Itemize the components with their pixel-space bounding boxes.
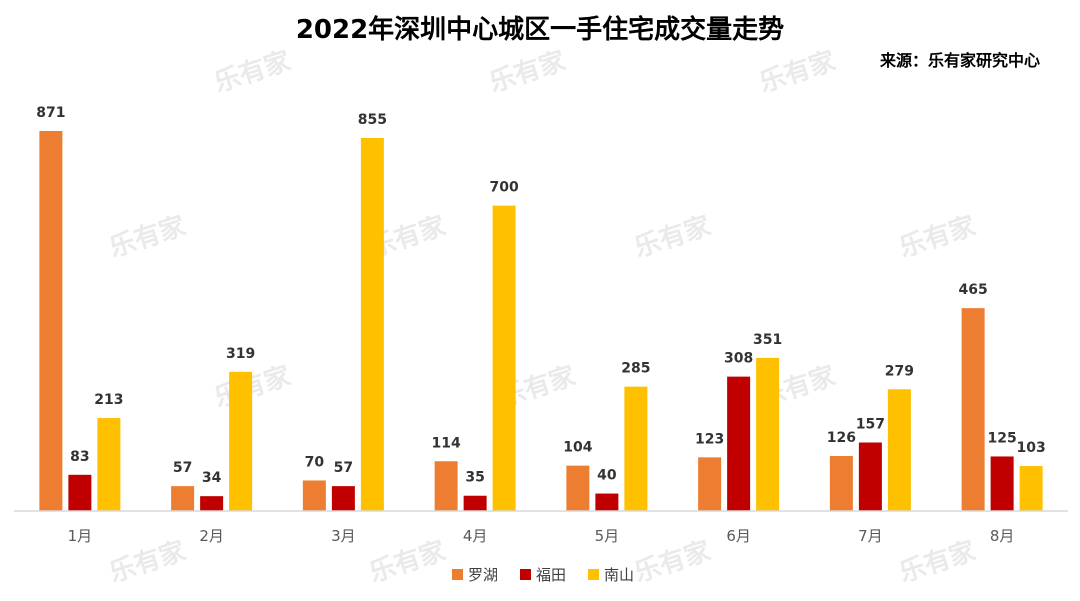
bar-南山-6月 (756, 357, 780, 511)
data-labels-layer: 871 83 213 57 34 319 70 57 855 114 35 700 104 40 285 12… (36, 105, 1045, 486)
data-label: 279 (885, 363, 914, 379)
x-tick-label: 3月 (331, 527, 356, 545)
data-label: 157 (856, 417, 885, 433)
bar-南山-7月 (887, 389, 911, 511)
bar-罗湖-2月 (171, 486, 195, 511)
bar-福田-4月 (463, 495, 487, 511)
watermark-text: 乐有家 (210, 45, 294, 99)
bar-罗湖-6月 (698, 457, 722, 511)
watermark-text: 乐有家 (755, 45, 839, 99)
legend-label-南山: 南山 (604, 566, 634, 584)
watermark-text: 乐有家 (210, 360, 294, 414)
data-label: 308 (724, 351, 753, 367)
data-label: 123 (695, 431, 724, 447)
bar-福田-5月 (595, 493, 619, 511)
data-label: 213 (94, 392, 123, 408)
legend: 罗湖 福田 南山 (452, 566, 634, 584)
data-label: 319 (226, 346, 255, 362)
bar-福田-6月 (727, 376, 751, 511)
legend-swatch-罗湖 (452, 569, 463, 580)
bar-南山-3月 (360, 137, 384, 512)
bar-福田-1月 (68, 474, 92, 511)
x-axis-ticks: 1月 2月 3月 4月 5月 6月 7月 8月 (68, 527, 1015, 545)
bar-罗湖-4月 (434, 461, 458, 511)
data-label: 104 (563, 440, 592, 456)
data-label: 351 (753, 332, 782, 348)
watermark-text: 乐有家 (105, 535, 189, 589)
legend-swatch-南山 (588, 569, 599, 580)
data-label: 125 (988, 430, 1017, 446)
x-tick-label: 2月 (199, 527, 224, 545)
bar-罗湖-1月 (39, 131, 63, 511)
legend-label-福田: 福田 (536, 566, 566, 584)
chart-title: 2022年深圳中心城区一手住宅成交量走势 (296, 14, 784, 45)
bar-南山-1月 (97, 418, 121, 511)
watermark-text: 乐有家 (895, 210, 979, 264)
bar-南山-5月 (624, 386, 648, 511)
bar-福田-2月 (200, 496, 224, 511)
data-label: 871 (36, 105, 65, 121)
data-label: 57 (334, 460, 353, 476)
x-tick-label: 6月 (726, 527, 751, 545)
watermark-text: 乐有家 (485, 45, 569, 99)
x-tick-label: 5月 (595, 527, 620, 545)
x-tick-label: 4月 (463, 527, 488, 545)
bar-福田-3月 (331, 486, 355, 511)
legend-label-罗湖: 罗湖 (468, 566, 498, 584)
bar-福田-7月 (858, 442, 882, 511)
bar-南山-8月 (1019, 466, 1043, 511)
data-label: 34 (202, 470, 222, 486)
data-label: 57 (173, 460, 192, 476)
data-label: 103 (1017, 440, 1046, 456)
data-label: 40 (597, 468, 617, 484)
data-label: 465 (959, 282, 988, 298)
bars-layer (39, 131, 1043, 512)
data-label: 126 (827, 430, 856, 446)
data-label: 114 (432, 435, 461, 451)
watermark-text: 乐有家 (630, 535, 714, 589)
watermark-text: 乐有家 (630, 210, 714, 264)
bar-罗湖-5月 (566, 465, 590, 511)
watermark-text: 乐有家 (365, 535, 449, 589)
bar-南山-4月 (492, 205, 516, 512)
data-label: 855 (358, 112, 387, 128)
x-tick-label: 1月 (68, 527, 93, 545)
watermark-text: 乐有家 (105, 210, 189, 264)
legend-swatch-福田 (520, 569, 531, 580)
chart-source: 来源：乐有家研究中心 (879, 51, 1040, 70)
x-tick-label: 8月 (990, 527, 1015, 545)
data-label: 285 (621, 361, 650, 377)
watermark-text: 乐有家 (895, 535, 979, 589)
x-tick-label: 7月 (858, 527, 883, 545)
data-label: 83 (70, 449, 89, 465)
bar-福田-8月 (990, 456, 1014, 511)
data-label: 70 (305, 454, 325, 470)
data-label: 700 (490, 180, 519, 196)
bar-南山-2月 (229, 371, 253, 511)
bar-罗湖-8月 (961, 308, 985, 511)
bar-罗湖-7月 (829, 456, 853, 511)
bar-罗湖-3月 (302, 480, 326, 511)
data-label: 35 (465, 470, 484, 486)
